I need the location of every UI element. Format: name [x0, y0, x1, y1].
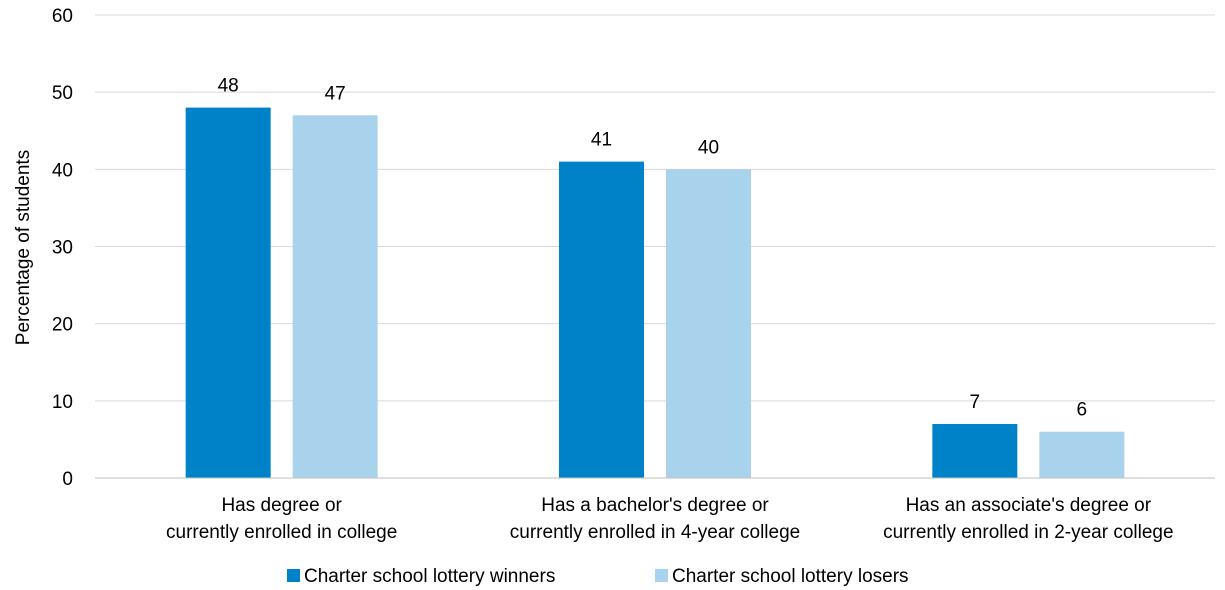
- bar: [666, 169, 751, 479]
- bars: [185, 107, 1125, 479]
- y-tick-label: 60: [52, 6, 73, 27]
- y-axis-ticks: 0 10 20 30 40 50 60: [52, 6, 73, 490]
- data-labels: 48 47 41 40 7 6: [218, 76, 1088, 421]
- x-axis-categories: Has degree or currently enrolled in colle…: [166, 495, 1174, 543]
- x-category-label: currently enrolled in college: [166, 522, 397, 543]
- data-label: 47: [325, 83, 346, 104]
- y-axis-label: Percentage of students: [13, 150, 34, 345]
- data-label: 41: [591, 130, 612, 151]
- y-tick-label: 30: [52, 238, 73, 259]
- legend-swatch: [655, 569, 668, 582]
- bar: [1039, 431, 1125, 478]
- x-category-label: currently enrolled in 4-year college: [510, 522, 800, 543]
- data-label: 40: [698, 137, 719, 158]
- bar: [185, 107, 271, 478]
- gridlines: [95, 14, 1215, 402]
- legend-label: Charter school lottery losers: [672, 566, 909, 587]
- bar: [932, 423, 1018, 478]
- legend-swatch: [287, 569, 300, 582]
- y-tick-label: 10: [52, 392, 73, 413]
- data-label: 6: [1077, 400, 1088, 421]
- data-label: 48: [218, 76, 239, 97]
- y-tick-label: 40: [52, 160, 73, 181]
- x-category-label: Has degree or: [221, 495, 342, 516]
- y-tick-label: 0: [62, 469, 73, 490]
- y-tick-label: 50: [52, 83, 73, 104]
- x-category-label: Has a bachelor's degree or: [541, 495, 769, 516]
- bar: [559, 161, 644, 478]
- x-category-label: Has an associate's degree or: [906, 495, 1152, 516]
- legend-label: Charter school lottery winners: [304, 566, 555, 587]
- x-category-label: currently enrolled in 2-year college: [883, 522, 1173, 543]
- data-label: 7: [970, 392, 981, 413]
- y-tick-label: 20: [52, 315, 73, 336]
- bar: [292, 115, 378, 479]
- legend: Charter school lottery winners Charter sc…: [287, 566, 909, 587]
